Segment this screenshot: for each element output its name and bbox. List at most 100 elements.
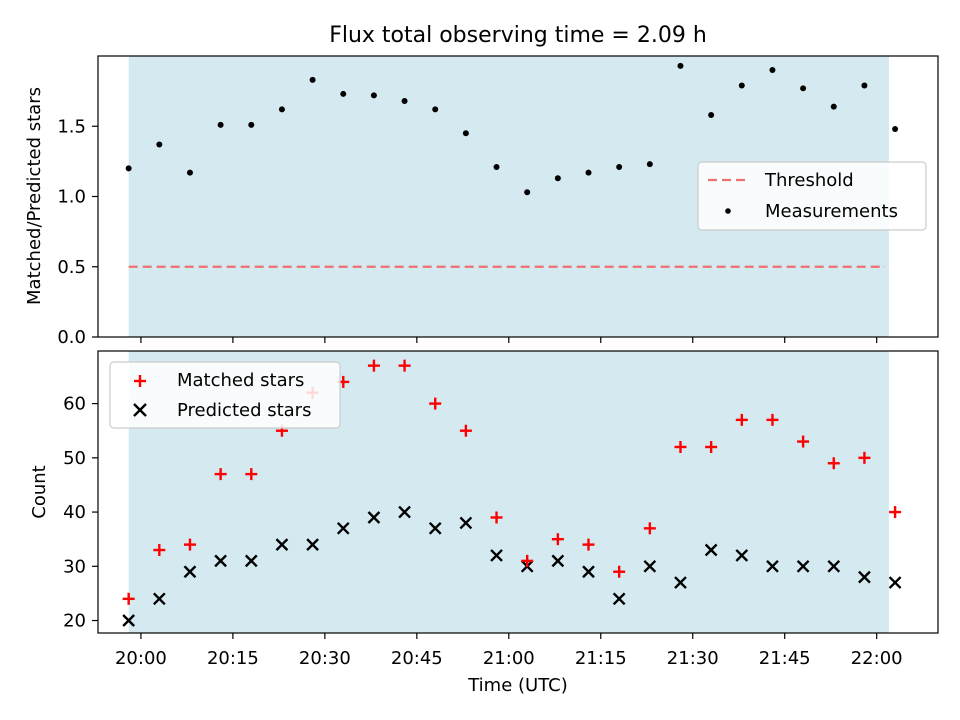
matched-star-point <box>459 424 472 437</box>
predicted-star-point <box>704 543 718 557</box>
x-tick-label: 20:15 <box>207 648 259 669</box>
measurement-point <box>769 67 776 74</box>
predicted-star-point <box>582 565 595 579</box>
predicted-star-point <box>674 576 687 589</box>
predicted-star-point <box>490 549 503 562</box>
measurement-point <box>401 97 408 104</box>
matched-star-point <box>766 413 779 426</box>
matched-star-point <box>214 468 227 481</box>
measurement-point <box>677 62 684 69</box>
predicted-star-point <box>336 521 350 535</box>
measurement-point <box>462 130 469 137</box>
count-panel: 20 30 40 50 60 20:00 20:15 20:30 20:45 21:00 21:1… <box>29 350 939 669</box>
predicted-star-point <box>244 554 258 568</box>
x-tick-label: 20:30 <box>299 648 351 669</box>
predicted-star-point <box>858 570 871 584</box>
x-tick-label: 22:00 <box>851 648 903 669</box>
matched-star-point <box>367 359 380 372</box>
matched-star-point <box>490 511 503 524</box>
predicted-star-point <box>306 538 319 551</box>
x-tick-label: 21:30 <box>667 648 719 669</box>
measurement-point <box>493 163 500 170</box>
predicted-star-point <box>428 521 442 535</box>
y-tick-label: 40 <box>63 502 86 523</box>
predicted-star-point <box>827 559 841 573</box>
y-tick-label: 50 <box>63 448 86 469</box>
measurement-point <box>646 161 653 168</box>
x-tick-label: 20:45 <box>391 648 443 669</box>
y-tick-label: 0.5 <box>57 257 86 278</box>
matched-star-point <box>643 522 656 535</box>
measurement-point <box>585 169 592 176</box>
measurement-point <box>309 76 316 83</box>
measurement-point <box>370 92 377 99</box>
y-tick-label: 20 <box>63 611 86 632</box>
y-tick-label: 1.5 <box>57 116 86 137</box>
matched-star-point <box>398 359 411 372</box>
matched-star-point <box>858 451 871 464</box>
measurement-point <box>524 189 531 196</box>
measurement-point <box>892 126 899 133</box>
matched-star-point <box>153 544 166 557</box>
measurement-point <box>340 90 347 97</box>
y-tick-label: 1.0 <box>57 187 86 208</box>
x-tick-label: 21:45 <box>759 648 811 669</box>
predicted-star-point <box>735 549 749 562</box>
legend-matched-label: Matched stars <box>177 370 304 391</box>
matched-star-point <box>521 554 534 567</box>
predicted-star-point <box>152 592 166 606</box>
x-axis-label: Time (UTC) <box>467 675 568 696</box>
measurement-point <box>217 121 224 128</box>
count-ylabel: Count <box>29 465 50 518</box>
legend-predicted-label: Predicted stars <box>177 400 311 421</box>
matched-star-point <box>551 533 564 546</box>
matched-star-point <box>245 468 258 481</box>
matched-star-point <box>613 565 626 578</box>
matched-star-point <box>797 435 810 448</box>
legend-box <box>109 361 341 429</box>
legend-measurements-label: Measurements <box>765 201 898 222</box>
predicted-star-point <box>275 538 289 551</box>
ratio-ylabel: Matched/Predicted stars <box>24 87 45 305</box>
measurement-point <box>278 106 285 113</box>
x-tick-label: 21:00 <box>483 648 535 669</box>
count-legend: Matched stars Predicted stars <box>109 361 341 429</box>
legend-measurements-swatch <box>725 208 731 214</box>
matched-star-point <box>889 506 902 519</box>
matched-star-point <box>735 413 748 426</box>
ratio-legend: Threshold Measurements <box>697 161 927 231</box>
y-tick-label: 30 <box>63 556 86 577</box>
measurement-point <box>800 85 807 92</box>
matched-star-point <box>429 397 442 410</box>
measurement-point <box>248 121 255 128</box>
y-tick-label: 60 <box>63 394 86 415</box>
matched-star-point <box>122 592 135 605</box>
predicted-star-point <box>122 614 136 627</box>
predicted-star-point <box>612 592 626 606</box>
legend-predicted-swatch <box>133 403 147 417</box>
legend-threshold-label: Threshold <box>764 170 854 191</box>
predicted-star-point <box>888 576 902 589</box>
predicted-star-point <box>459 516 473 530</box>
measurement-point <box>554 175 561 182</box>
predicted-star-point <box>183 565 197 579</box>
measurement-point <box>616 163 623 170</box>
legend-box <box>697 161 927 231</box>
predicted-star-point <box>367 511 381 524</box>
predicted-star-point <box>766 559 779 573</box>
matched-star-point <box>183 538 196 551</box>
measurement-point <box>708 112 715 119</box>
predicted-star-point <box>796 559 810 573</box>
x-tick-label: 21:15 <box>575 648 627 669</box>
measurement-point <box>432 106 439 113</box>
measurement-point <box>830 103 837 110</box>
chart-title: Flux total observing time = 2.09 h <box>329 23 707 48</box>
x-tick-label: 20:00 <box>115 648 167 669</box>
matched-star-point <box>674 440 687 453</box>
predicted-star-point <box>643 559 657 573</box>
matched-star-point <box>827 457 840 470</box>
matched-star-point <box>582 538 595 551</box>
legend-matched-swatch <box>134 375 146 387</box>
matched-star-point <box>705 440 718 453</box>
